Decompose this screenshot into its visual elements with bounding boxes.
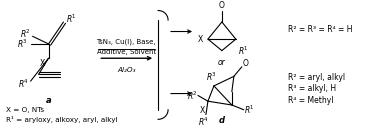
Text: $R^{4}$: $R^{4}$ [18, 78, 29, 90]
Text: R³ = alkyl, H: R³ = alkyl, H [288, 84, 336, 93]
Text: or: or [218, 58, 226, 67]
Text: $R^{2}$: $R^{2}$ [20, 27, 31, 40]
Text: X = O, NTs: X = O, NTs [6, 107, 44, 113]
Text: R² = R³ = R⁴ = H: R² = R³ = R⁴ = H [288, 25, 352, 34]
Text: O: O [219, 1, 225, 10]
Text: Additive, Solvent: Additive, Solvent [97, 49, 156, 55]
Text: Al₂O₃: Al₂O₃ [117, 67, 135, 73]
Text: X: X [199, 106, 204, 115]
Text: R⁴ = Methyl: R⁴ = Methyl [288, 96, 333, 105]
Text: $R^{1}$: $R^{1}$ [244, 104, 255, 116]
Text: $R^{2}$: $R^{2}$ [187, 89, 197, 102]
Text: TsN₃, Cu(I), Base,: TsN₃, Cu(I), Base, [96, 39, 156, 45]
Text: X: X [39, 58, 45, 67]
Text: $R^{1}$: $R^{1}$ [66, 13, 77, 25]
Text: $R^{3}$: $R^{3}$ [17, 38, 28, 50]
Text: O: O [243, 59, 249, 69]
Text: R² = aryl, alkyl: R² = aryl, alkyl [288, 73, 345, 82]
Text: $R^{3}$: $R^{3}$ [206, 70, 217, 83]
Text: X: X [197, 35, 203, 44]
Text: R¹ = aryloxy, alkoxy, aryl, alkyl: R¹ = aryloxy, alkoxy, aryl, alkyl [6, 116, 117, 123]
Text: d: d [219, 116, 225, 125]
Text: a: a [46, 96, 51, 105]
Text: $R^{4}$: $R^{4}$ [198, 116, 209, 128]
Text: $R^{1}$: $R^{1}$ [239, 44, 249, 57]
